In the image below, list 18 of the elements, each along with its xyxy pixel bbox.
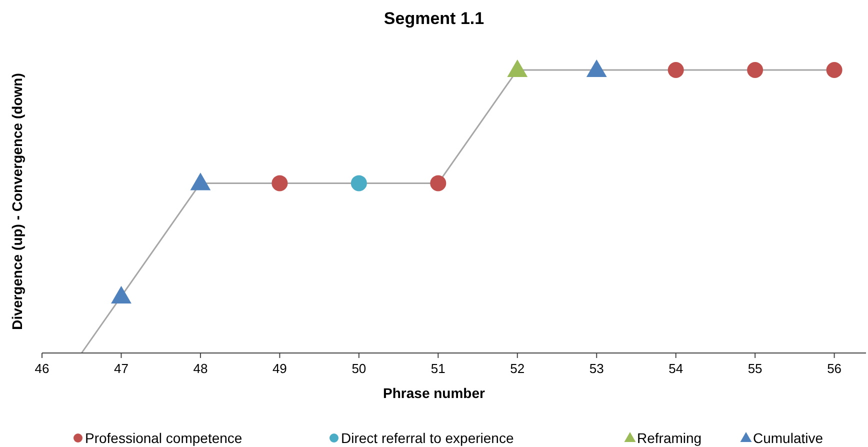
x-tick-label: 54 bbox=[668, 361, 684, 376]
x-axis-title: Phrase number bbox=[383, 385, 486, 401]
x-tick-label: 55 bbox=[748, 361, 762, 376]
x-tick-label: 53 bbox=[589, 361, 604, 376]
legend-label: Professional competence bbox=[85, 430, 242, 446]
x-tick-label: 50 bbox=[352, 361, 366, 376]
legend-label: Cumulative bbox=[753, 430, 824, 446]
x-tick-label: 49 bbox=[272, 361, 287, 376]
x-tick-label: 48 bbox=[193, 361, 208, 376]
x-tick-label: 52 bbox=[510, 361, 525, 376]
y-axis-title: Divergence (up) - Convergence (down) bbox=[9, 73, 25, 330]
x-tick-label: 51 bbox=[430, 361, 446, 376]
x-tick-label: 46 bbox=[34, 361, 50, 376]
x-tick-label: 47 bbox=[114, 361, 128, 376]
legend-label: Direct referral to experience bbox=[341, 430, 514, 446]
chart-title: Segment 1.1 bbox=[384, 9, 484, 28]
legend-label: Reframing bbox=[637, 430, 702, 446]
x-tick-label: 56 bbox=[827, 361, 842, 376]
